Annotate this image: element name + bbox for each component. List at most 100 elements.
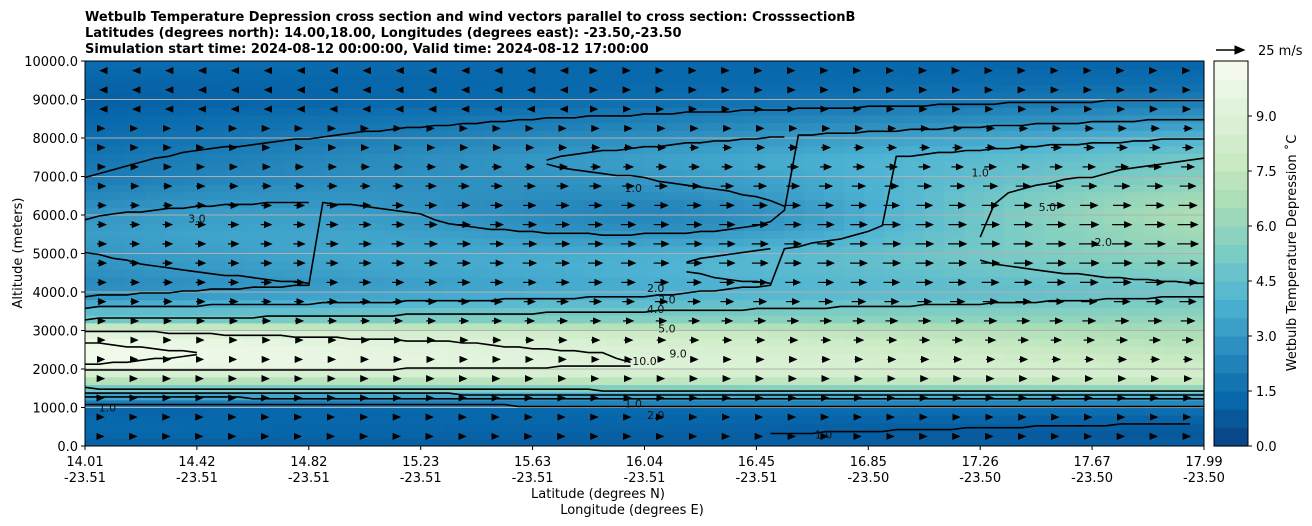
field-cell (284, 292, 306, 301)
wind-vectors (96, 66, 1200, 440)
field-cell (444, 376, 466, 385)
field-cell (404, 168, 426, 178)
field-cell (404, 191, 426, 201)
field-cell (1064, 153, 1085, 162)
field-cell (85, 107, 106, 116)
field-cell (604, 315, 626, 324)
field-cell (244, 176, 266, 185)
field-cell (644, 438, 666, 446)
field-cell (384, 168, 406, 178)
field-cell (984, 338, 1005, 347)
field-cell (564, 222, 586, 231)
field-cell (464, 307, 486, 316)
field-cell (544, 315, 566, 324)
field-cell (1024, 430, 1045, 439)
field-cell (1084, 438, 1105, 446)
field-cell (284, 438, 306, 446)
field-cell (824, 199, 845, 208)
field-cell (104, 430, 126, 439)
field-cell (904, 207, 925, 216)
field-cell (1004, 84, 1025, 93)
field-cell (384, 207, 406, 216)
field-cell (924, 330, 945, 339)
field-cell (904, 284, 925, 293)
field-cell (984, 284, 1005, 293)
field-cell (784, 84, 805, 93)
field-cell (104, 207, 126, 216)
colorbar-tick-label: 7.5 (1256, 165, 1277, 180)
field-cell (1024, 261, 1045, 270)
field-cell (444, 245, 466, 255)
field-cell (504, 68, 526, 77)
field-cell (644, 245, 666, 255)
field-cell (264, 99, 286, 108)
field-cell (85, 184, 106, 193)
field-cell (984, 76, 1005, 85)
field-cell (264, 161, 286, 170)
field-cell (924, 253, 945, 262)
field-cell (284, 338, 306, 347)
field-cell (404, 422, 426, 432)
field-cell (504, 161, 526, 170)
field-cell (904, 161, 925, 170)
field-cell (744, 107, 765, 116)
contour-label: 2.0 (647, 282, 665, 295)
field-cell (104, 361, 126, 370)
field-cell (484, 369, 506, 378)
field-cell (924, 91, 945, 101)
field-cell (384, 361, 406, 370)
field-cell (644, 68, 666, 77)
field-cell (104, 122, 126, 131)
field-cell (264, 215, 286, 224)
field-cell (1024, 384, 1045, 393)
field-cell (1104, 322, 1125, 332)
field-cell (1024, 238, 1045, 247)
field-cell (684, 130, 706, 139)
field-cell (184, 276, 206, 285)
field-cell (424, 138, 446, 147)
field-cell (264, 353, 286, 362)
field-cell (184, 122, 206, 131)
field-cell (124, 138, 146, 147)
field-cell (884, 153, 905, 162)
field-cell (844, 168, 865, 178)
field-cell (104, 168, 126, 178)
field-cell (744, 338, 765, 347)
field-cell (604, 261, 626, 270)
field-cell (904, 438, 925, 446)
field-cell (624, 91, 646, 101)
field-cell (804, 68, 825, 77)
field-cell (1164, 107, 1185, 116)
field-cell (744, 376, 765, 385)
field-cell (204, 191, 226, 201)
field-cell (604, 438, 626, 446)
field-cell (1124, 114, 1145, 124)
field-cell (244, 215, 266, 224)
field-cell (824, 307, 845, 316)
field-cell (444, 261, 466, 270)
field-cell (544, 184, 566, 193)
field-cell (1084, 215, 1105, 224)
x-axis-ticks: 14.01-23.5114.42-23.5114.82-23.5115.23-2… (64, 446, 1225, 486)
field-cell (144, 292, 166, 301)
colorbar-frame (1213, 60, 1249, 447)
field-cell (1104, 161, 1125, 170)
field-cell (824, 292, 845, 301)
field-cell (1044, 184, 1065, 193)
field-cell (904, 68, 925, 77)
field-cell (1064, 330, 1085, 339)
field-cell (304, 91, 326, 101)
field-cell (1184, 261, 1204, 270)
field-cell (364, 207, 386, 216)
field-cell (724, 238, 746, 247)
field-cell (404, 338, 426, 347)
field-cell (244, 168, 266, 178)
contour-line (979, 259, 1204, 285)
field-cell (884, 361, 905, 370)
field-cell (1144, 84, 1165, 93)
field-cell (85, 207, 106, 216)
field-cell (884, 99, 905, 108)
field-cell (184, 230, 206, 239)
field-cell (824, 261, 845, 270)
field-cell (244, 338, 266, 347)
